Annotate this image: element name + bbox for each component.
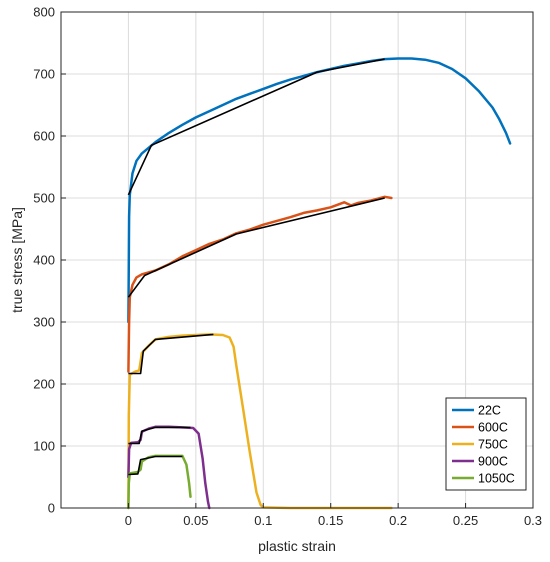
legend-label-600c: 600C [478,421,508,435]
y-tick-label: 100 [33,439,55,454]
fit-line-2 [127,197,385,298]
y-tick-label: 300 [33,315,55,330]
y-tick-label: 600 [33,129,55,144]
series-line-600c [127,195,393,373]
fit-layer [127,58,385,476]
y-tick-label: 700 [33,67,55,82]
x-axis-title: plastic strain [258,538,336,554]
series-layer [127,57,512,510]
legend-label-22c: 22C [478,404,501,418]
x-tick-label: 0.2 [389,513,407,528]
axis-ticks: 0 0.05 0.1 0.15 0.2 0.25 0.3 0 100 200 300 400 500 60… [33,5,542,529]
legend-label-900c: 900C [478,455,508,469]
y-tick-label: 400 [33,253,55,268]
x-tick-label: 0.3 [524,513,542,528]
y-tick-label: 500 [33,191,55,206]
fit-line-5 [128,455,183,476]
y-tick-label: 800 [33,5,55,20]
x-tick-label: 0.1 [254,513,272,528]
x-tick-label: 0 [125,513,132,528]
fit-line-4 [128,426,191,445]
y-tick-label: 200 [33,377,55,392]
x-tick-label: 0.25 [453,513,478,528]
y-tick-label: 0 [48,501,55,516]
fit-line-1 [127,58,385,196]
series-line-750c [127,333,393,510]
legend: 22C 600C 750C 900C 1050C [445,397,527,491]
fit-line-3 [128,333,214,375]
x-tick-label: 0.05 [183,513,208,528]
x-tick-label: 0.15 [318,513,343,528]
legend-label-1050c: 1050C [478,472,515,486]
y-axis-title: true stress [MPa] [9,207,25,313]
legend-label-750c: 750C [478,438,508,452]
